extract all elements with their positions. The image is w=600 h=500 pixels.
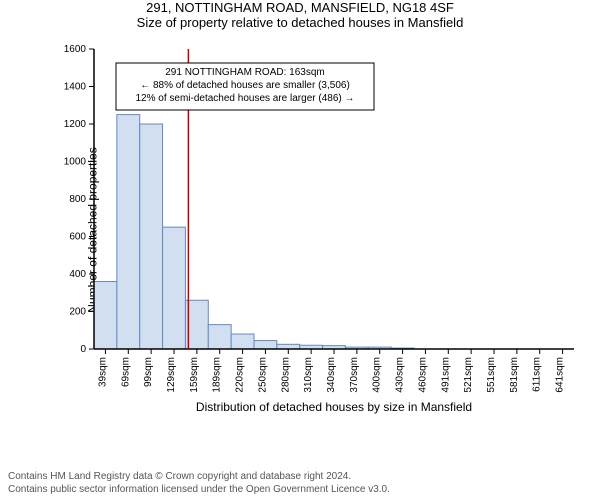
annotation-line-3: 12% of semi-detached houses are larger (… — [135, 93, 354, 104]
page-title: 291, NOTTINGHAM ROAD, MANSFIELD, NG18 4S… — [0, 0, 600, 15]
x-tick-label: 400sqm — [372, 357, 383, 393]
x-tick-label: 460sqm — [417, 357, 428, 393]
footer-line-2: Contains public sector information licen… — [8, 484, 592, 497]
histogram-bar — [163, 227, 186, 349]
x-tick-label: 611sqm — [532, 357, 543, 392]
x-tick-label: 69sqm — [120, 357, 131, 387]
attribution-footer: Contains HM Land Registry data © Crown c… — [0, 471, 600, 496]
page-subtitle: Size of property relative to detached ho… — [0, 15, 600, 30]
histogram-bar — [208, 325, 231, 349]
y-tick-label: 400 — [69, 269, 86, 280]
histogram-bar — [117, 115, 140, 349]
x-tick-label: 159sqm — [189, 357, 200, 393]
x-tick-label: 491sqm — [440, 357, 451, 393]
x-tick-label: 189sqm — [212, 357, 223, 393]
title-block: 291, NOTTINGHAM ROAD, MANSFIELD, NG18 4S… — [0, 0, 600, 30]
x-tick-label: 250sqm — [257, 357, 268, 393]
x-tick-label: 39sqm — [97, 357, 108, 387]
y-tick-label: 1000 — [64, 157, 87, 168]
x-tick-label: 370sqm — [349, 357, 360, 393]
footer-line-1: Contains HM Land Registry data © Crown c… — [8, 471, 592, 484]
y-tick-label: 600 — [69, 232, 86, 243]
y-tick-label: 1400 — [64, 82, 87, 93]
x-tick-label: 99sqm — [143, 357, 154, 387]
x-tick-label: 581sqm — [509, 357, 520, 393]
histogram-plot: 0 200 400 600 800 1000 1200 1400 1600 39sqm 69sqm 9… — [58, 45, 578, 415]
chart-area: Number of detached properties 0200400600… — [58, 45, 578, 415]
histogram-bar — [254, 341, 277, 349]
y-tick-label: 200 — [69, 307, 86, 318]
annotation-line-2: ← 88% of detached houses are smaller (3,… — [140, 80, 350, 91]
y-tick-label: 800 — [69, 194, 86, 205]
y-tick-label: 1600 — [64, 45, 87, 55]
histogram-bar — [94, 282, 117, 350]
x-tick-label: 430sqm — [395, 357, 406, 393]
x-tick-label: 129sqm — [166, 357, 177, 393]
histogram-bar — [231, 334, 254, 349]
x-tick-label: 310sqm — [303, 357, 314, 393]
x-axis-label: Distribution of detached houses by size … — [196, 400, 472, 414]
histogram-bar — [140, 124, 163, 349]
x-tick-label: 641sqm — [555, 357, 566, 393]
x-tick-label: 220sqm — [235, 357, 246, 393]
annotation-line-1: 291 NOTTINGHAM ROAD: 163sqm — [165, 67, 324, 78]
x-tick-label: 551sqm — [486, 357, 497, 393]
y-tick-label: 0 — [80, 344, 86, 355]
x-tick-label: 280sqm — [280, 357, 291, 393]
x-tick-label: 340sqm — [326, 357, 337, 393]
x-tick-label: 521sqm — [463, 357, 474, 393]
y-tick-label: 1200 — [64, 119, 87, 130]
